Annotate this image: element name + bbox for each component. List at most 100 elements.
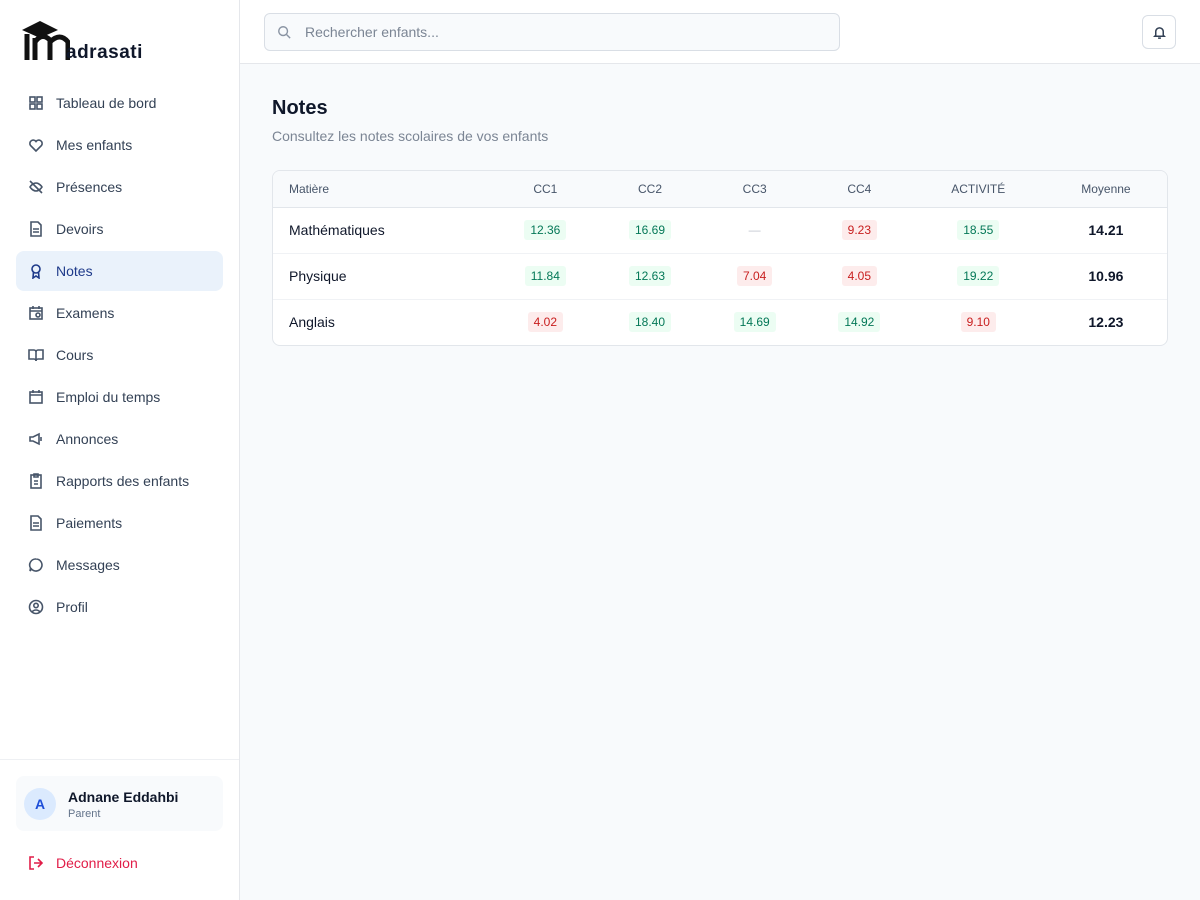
grades-table: Matière CC1 CC2 CC3 CC4 ACTIVITÉ Moyenne Mathém… xyxy=(273,171,1167,345)
grade: 18.55 xyxy=(957,220,1000,240)
grade: 4.02 xyxy=(527,312,564,333)
grade-row: Physique 11.84 12.63 7.04 4.05 19.22 10.96 xyxy=(273,253,1167,300)
logo: adrasati xyxy=(20,18,220,68)
average: 10.96 xyxy=(1044,253,1167,300)
nav-item[interactable]: Présences xyxy=(16,167,223,207)
grade-cell: 14.92 xyxy=(807,299,912,345)
grade: 18.40 xyxy=(628,312,672,333)
nav-label: Profil xyxy=(56,599,88,615)
grade: 14.92 xyxy=(838,312,881,333)
nav-label: Notes xyxy=(56,263,93,279)
nav-item[interactable]: Mes enfants xyxy=(16,125,223,165)
nav-item[interactable]: Messages xyxy=(16,545,223,585)
nav-icon xyxy=(30,221,42,237)
nav-label: Présences xyxy=(56,179,123,195)
user-name: Adnane Eddahbi xyxy=(68,789,179,805)
grade-row: Anglais 4.02 18.40 14.69 14.92 9.10 12.23 xyxy=(273,299,1167,345)
grades-card: Matière CC1 CC2 CC3 CC4 ACTIVITÉ Moyenne Mathém… xyxy=(272,170,1168,346)
grade: 11.84 xyxy=(524,266,566,286)
nav-label: Annonces xyxy=(56,431,119,447)
nav-icon xyxy=(29,306,43,320)
nav-label: Cours xyxy=(56,347,94,363)
notifications-button[interactable] xyxy=(1142,15,1176,49)
grade-cell: 4.02 xyxy=(493,299,598,345)
nav-label: Mes enfants xyxy=(56,137,133,153)
subject: Mathématiques xyxy=(273,207,493,254)
user-card[interactable]: A Adnane Eddahbi Parent xyxy=(16,776,223,831)
divider xyxy=(0,759,239,760)
grade-cell: 7.04 xyxy=(702,253,808,300)
column-header: CC3 xyxy=(702,171,808,208)
grade-cell: 12.36 xyxy=(493,207,598,254)
nav-label: Examens xyxy=(56,305,115,321)
grade: — xyxy=(748,223,761,237)
logo-text: adrasati xyxy=(66,42,143,63)
nav-icon xyxy=(29,432,42,446)
sidebar: adrasati Tableau de bord Mes enfants Prése… xyxy=(0,0,240,900)
nav-label: Emploi du temps xyxy=(56,389,161,405)
average: 12.23 xyxy=(1088,314,1124,331)
grade-cell: 9.23 xyxy=(807,207,912,254)
nav-label: Paiements xyxy=(56,515,123,531)
nav-icon xyxy=(28,558,43,572)
grade: 12.36 xyxy=(524,220,567,240)
grade: 9.23 xyxy=(841,220,878,240)
grade-row: Mathématiques 12.36 16.69 — 9.23 18.55 14.21 xyxy=(273,207,1167,254)
nav-item[interactable]: Rapports des enfants xyxy=(16,461,223,501)
nav: Tableau de bord Mes enfants Présences Devoi… xyxy=(16,83,223,629)
nav-icon xyxy=(29,390,43,404)
nav-label: Rapports des enfants xyxy=(56,473,190,489)
column-header: ACTIVITÉ xyxy=(911,171,1045,208)
grade: 16.69 xyxy=(628,220,672,240)
logout-label: Déconnexion xyxy=(56,855,138,871)
grade: 14.69 xyxy=(733,312,776,333)
search-input[interactable]: Rechercher enfants... xyxy=(264,13,840,51)
nav-icon xyxy=(30,515,42,531)
nav-item[interactable]: Notes xyxy=(16,251,223,291)
subject: Anglais xyxy=(289,314,335,331)
nav-icon xyxy=(28,349,44,362)
column-header: CC2 xyxy=(597,171,703,208)
subject: Physique xyxy=(273,253,493,300)
page-title: Notes xyxy=(272,97,328,119)
nav-item[interactable]: Emploi du temps xyxy=(16,377,223,417)
column-header: Moyenne xyxy=(1044,171,1167,208)
nav-icon xyxy=(28,599,44,615)
nav-item[interactable]: Cours xyxy=(16,335,223,375)
grade-cell: 14.69 xyxy=(702,299,807,345)
nav-item[interactable]: Tableau de bord xyxy=(16,83,223,123)
grade-cell: 18.55 xyxy=(911,207,1045,254)
grade-cell: 19.22 xyxy=(911,253,1045,300)
avatar: A xyxy=(24,788,56,820)
grade-cell: 16.69 xyxy=(597,207,703,254)
grade: 12.63 xyxy=(628,266,672,286)
nav-item[interactable]: Examens xyxy=(16,293,223,333)
average: 14.21 xyxy=(1044,207,1167,254)
nav-label: Tableau de bord xyxy=(56,95,157,111)
grade-cell: 12.63 xyxy=(597,253,703,300)
nav-icon xyxy=(29,139,43,153)
nav-icon xyxy=(31,264,41,279)
column-header: CC1 xyxy=(493,171,598,208)
grade-cell: — xyxy=(702,207,808,254)
nav-icon xyxy=(29,180,43,194)
nav-icon xyxy=(30,473,42,489)
nav-label: Devoirs xyxy=(56,221,104,237)
topbar: Rechercher enfants... xyxy=(240,0,1200,64)
nav-item[interactable]: Paiements xyxy=(16,503,223,543)
nav-item[interactable]: Profil xyxy=(16,587,223,627)
page-subtitle: Consultez les notes scolaires de vos enf… xyxy=(272,128,549,144)
logout[interactable]: Déconnexion xyxy=(28,855,138,871)
grade: 9.10 xyxy=(960,312,996,333)
grade: 4.05 xyxy=(841,266,878,286)
nav-item[interactable]: Annonces xyxy=(16,419,223,459)
grade: 19.22 xyxy=(957,266,1000,286)
nav-item[interactable]: Devoirs xyxy=(16,209,223,249)
nav-icon xyxy=(29,96,43,110)
grade-cell: 11.84 xyxy=(493,253,598,300)
nav-label: Messages xyxy=(56,557,120,573)
user-role: Parent xyxy=(68,808,101,820)
column-header: CC4 xyxy=(807,171,912,208)
